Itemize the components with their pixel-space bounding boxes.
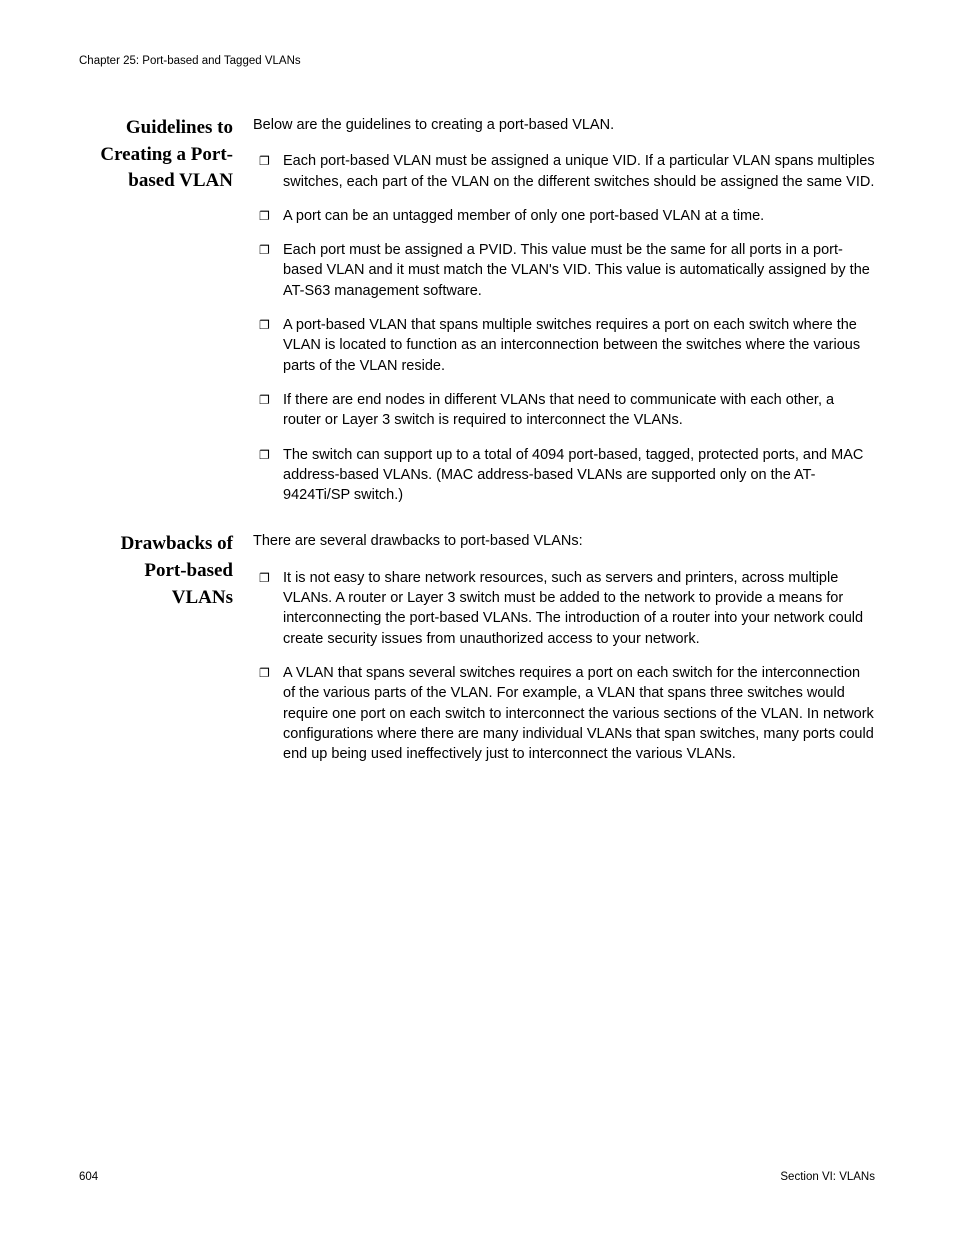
- section-gap: [79, 519, 875, 531]
- list-item: ❐ A port can be an untagged member of on…: [253, 206, 875, 226]
- bullet-text: The switch can support up to a total of …: [283, 445, 875, 506]
- intro-text: Below are the guidelines to creating a p…: [253, 115, 875, 135]
- bullet-icon: ❐: [253, 206, 283, 226]
- bullet-icon: ❐: [253, 663, 283, 764]
- bullet-icon: ❐: [253, 240, 283, 301]
- section-content-guidelines: Below are the guidelines to creating a p…: [253, 115, 875, 519]
- list-item: ❐ Each port must be assigned a PVID. Thi…: [253, 240, 875, 301]
- bullet-icon: ❐: [253, 568, 283, 649]
- bullet-text: It is not easy to share network resource…: [283, 568, 875, 649]
- section-content-drawbacks: There are several drawbacks to port-base…: [253, 531, 875, 778]
- section-label: Section VI: VLANs: [780, 1171, 875, 1183]
- bullet-text: Each port-based VLAN must be assigned a …: [283, 151, 875, 192]
- document-page: Chapter 25: Port-based and Tagged VLANs …: [0, 0, 954, 1235]
- list-item: ❐ A port-based VLAN that spans multiple …: [253, 315, 875, 376]
- bullet-icon: ❐: [253, 445, 283, 506]
- bullet-icon: ❐: [253, 390, 283, 431]
- list-item: ❐ Each port-based VLAN must be assigned …: [253, 151, 875, 192]
- section-guidelines: Guidelines to Creating a Port-based VLAN…: [79, 115, 875, 519]
- page-number: 604: [79, 1171, 98, 1183]
- section-heading-guidelines: Guidelines to Creating a Port-based VLAN: [79, 115, 253, 519]
- bullet-list: ❐ Each port-based VLAN must be assigned …: [253, 151, 875, 505]
- bullet-list: ❐ It is not easy to share network resour…: [253, 568, 875, 765]
- chapter-header: Chapter 25: Port-based and Tagged VLANs: [79, 55, 875, 67]
- bullet-text: Each port must be assigned a PVID. This …: [283, 240, 875, 301]
- list-item: ❐ A VLAN that spans several switches req…: [253, 663, 875, 764]
- list-item: ❐ It is not easy to share network resour…: [253, 568, 875, 649]
- bullet-icon: ❐: [253, 315, 283, 376]
- intro-text: There are several drawbacks to port-base…: [253, 531, 875, 551]
- bullet-text: A port can be an untagged member of only…: [283, 206, 875, 226]
- bullet-text: If there are end nodes in different VLAN…: [283, 390, 875, 431]
- bullet-icon: ❐: [253, 151, 283, 192]
- section-drawbacks: Drawbacks of Port-based VLANs There are …: [79, 531, 875, 778]
- bullet-text: A port-based VLAN that spans multiple sw…: [283, 315, 875, 376]
- list-item: ❐ The switch can support up to a total o…: [253, 445, 875, 506]
- page-footer: 604 Section VI: VLANs: [79, 1171, 875, 1183]
- list-item: ❐ If there are end nodes in different VL…: [253, 390, 875, 431]
- bullet-text: A VLAN that spans several switches requi…: [283, 663, 875, 764]
- section-heading-drawbacks: Drawbacks of Port-based VLANs: [79, 531, 253, 778]
